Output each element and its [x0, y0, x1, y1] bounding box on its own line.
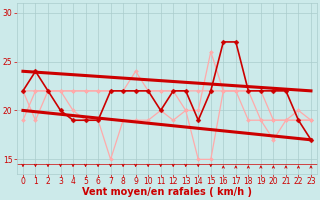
- X-axis label: Vent moyen/en rafales ( km/h ): Vent moyen/en rafales ( km/h ): [82, 187, 252, 197]
